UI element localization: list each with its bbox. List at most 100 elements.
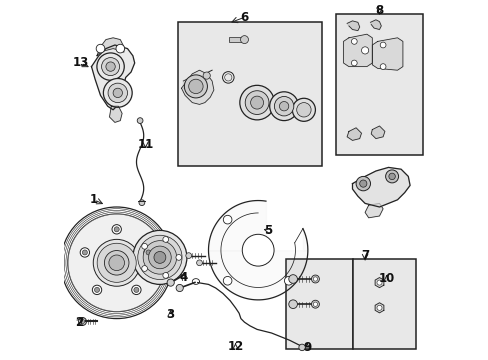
- Text: 3: 3: [166, 309, 174, 321]
- Circle shape: [269, 92, 298, 121]
- Circle shape: [313, 302, 317, 306]
- Text: 4: 4: [179, 271, 187, 284]
- Circle shape: [288, 300, 297, 309]
- Circle shape: [242, 234, 273, 266]
- Text: 12: 12: [227, 340, 243, 353]
- Text: 10: 10: [378, 273, 394, 285]
- Circle shape: [351, 39, 356, 44]
- Polygon shape: [343, 34, 371, 67]
- Circle shape: [298, 344, 305, 351]
- Text: 8: 8: [375, 4, 383, 17]
- Circle shape: [96, 44, 104, 53]
- Circle shape: [104, 251, 129, 275]
- Circle shape: [68, 214, 165, 311]
- Circle shape: [203, 72, 210, 79]
- Circle shape: [79, 318, 86, 325]
- Circle shape: [376, 280, 381, 285]
- Circle shape: [240, 36, 248, 44]
- Circle shape: [138, 235, 182, 279]
- Circle shape: [146, 250, 151, 255]
- Text: 7: 7: [360, 249, 368, 262]
- Circle shape: [97, 53, 124, 80]
- Circle shape: [376, 305, 381, 310]
- Circle shape: [380, 42, 385, 48]
- Polygon shape: [374, 303, 383, 313]
- Circle shape: [102, 58, 120, 76]
- Circle shape: [176, 284, 183, 292]
- Polygon shape: [109, 106, 122, 122]
- Bar: [336, 14, 422, 155]
- Circle shape: [142, 266, 147, 271]
- Circle shape: [355, 176, 370, 191]
- Circle shape: [279, 102, 288, 111]
- Circle shape: [94, 287, 100, 292]
- Text: 9: 9: [303, 341, 311, 354]
- Text: 11: 11: [137, 138, 153, 150]
- Circle shape: [116, 44, 124, 53]
- Bar: [352, 259, 415, 349]
- Polygon shape: [97, 38, 123, 56]
- Circle shape: [388, 173, 394, 180]
- Circle shape: [163, 237, 168, 242]
- Circle shape: [359, 180, 366, 187]
- Text: 5: 5: [263, 224, 271, 237]
- Polygon shape: [346, 128, 361, 140]
- Circle shape: [292, 98, 315, 121]
- Circle shape: [131, 285, 141, 294]
- Text: 6: 6: [240, 11, 248, 24]
- Circle shape: [284, 276, 292, 285]
- Circle shape: [313, 277, 317, 281]
- Polygon shape: [181, 70, 213, 104]
- Polygon shape: [374, 278, 383, 288]
- Circle shape: [223, 215, 231, 224]
- Circle shape: [148, 246, 171, 269]
- Circle shape: [274, 96, 293, 116]
- Circle shape: [133, 230, 186, 284]
- Circle shape: [311, 275, 319, 283]
- Circle shape: [142, 243, 147, 249]
- Circle shape: [106, 62, 115, 71]
- Circle shape: [113, 88, 122, 98]
- Circle shape: [154, 251, 165, 263]
- Bar: [228, 37, 242, 42]
- Circle shape: [239, 85, 274, 120]
- Circle shape: [103, 78, 132, 107]
- Circle shape: [288, 275, 297, 283]
- Text: 13: 13: [72, 57, 89, 69]
- Circle shape: [185, 253, 191, 258]
- Circle shape: [137, 118, 142, 123]
- Text: 1: 1: [90, 193, 98, 206]
- Polygon shape: [91, 45, 134, 110]
- Circle shape: [109, 255, 124, 271]
- Circle shape: [80, 248, 89, 257]
- Circle shape: [108, 83, 127, 103]
- Circle shape: [188, 79, 203, 94]
- Circle shape: [143, 240, 176, 274]
- Circle shape: [167, 279, 174, 286]
- Circle shape: [385, 170, 398, 183]
- Polygon shape: [370, 20, 381, 30]
- Circle shape: [296, 103, 310, 117]
- Circle shape: [184, 75, 207, 98]
- Circle shape: [250, 96, 263, 109]
- Circle shape: [361, 47, 368, 54]
- Circle shape: [143, 248, 153, 257]
- Circle shape: [380, 64, 385, 69]
- Circle shape: [311, 300, 319, 308]
- Circle shape: [112, 225, 121, 234]
- Circle shape: [176, 255, 182, 260]
- Bar: [285, 259, 352, 349]
- Circle shape: [82, 250, 87, 255]
- Text: 2: 2: [75, 316, 83, 329]
- Circle shape: [139, 200, 144, 206]
- Polygon shape: [365, 203, 382, 218]
- Bar: [178, 22, 321, 166]
- Polygon shape: [183, 79, 188, 90]
- Circle shape: [80, 319, 84, 324]
- Polygon shape: [371, 38, 402, 70]
- Circle shape: [93, 239, 140, 286]
- Circle shape: [114, 227, 119, 232]
- Circle shape: [196, 260, 202, 266]
- Circle shape: [244, 91, 268, 114]
- Circle shape: [92, 285, 102, 294]
